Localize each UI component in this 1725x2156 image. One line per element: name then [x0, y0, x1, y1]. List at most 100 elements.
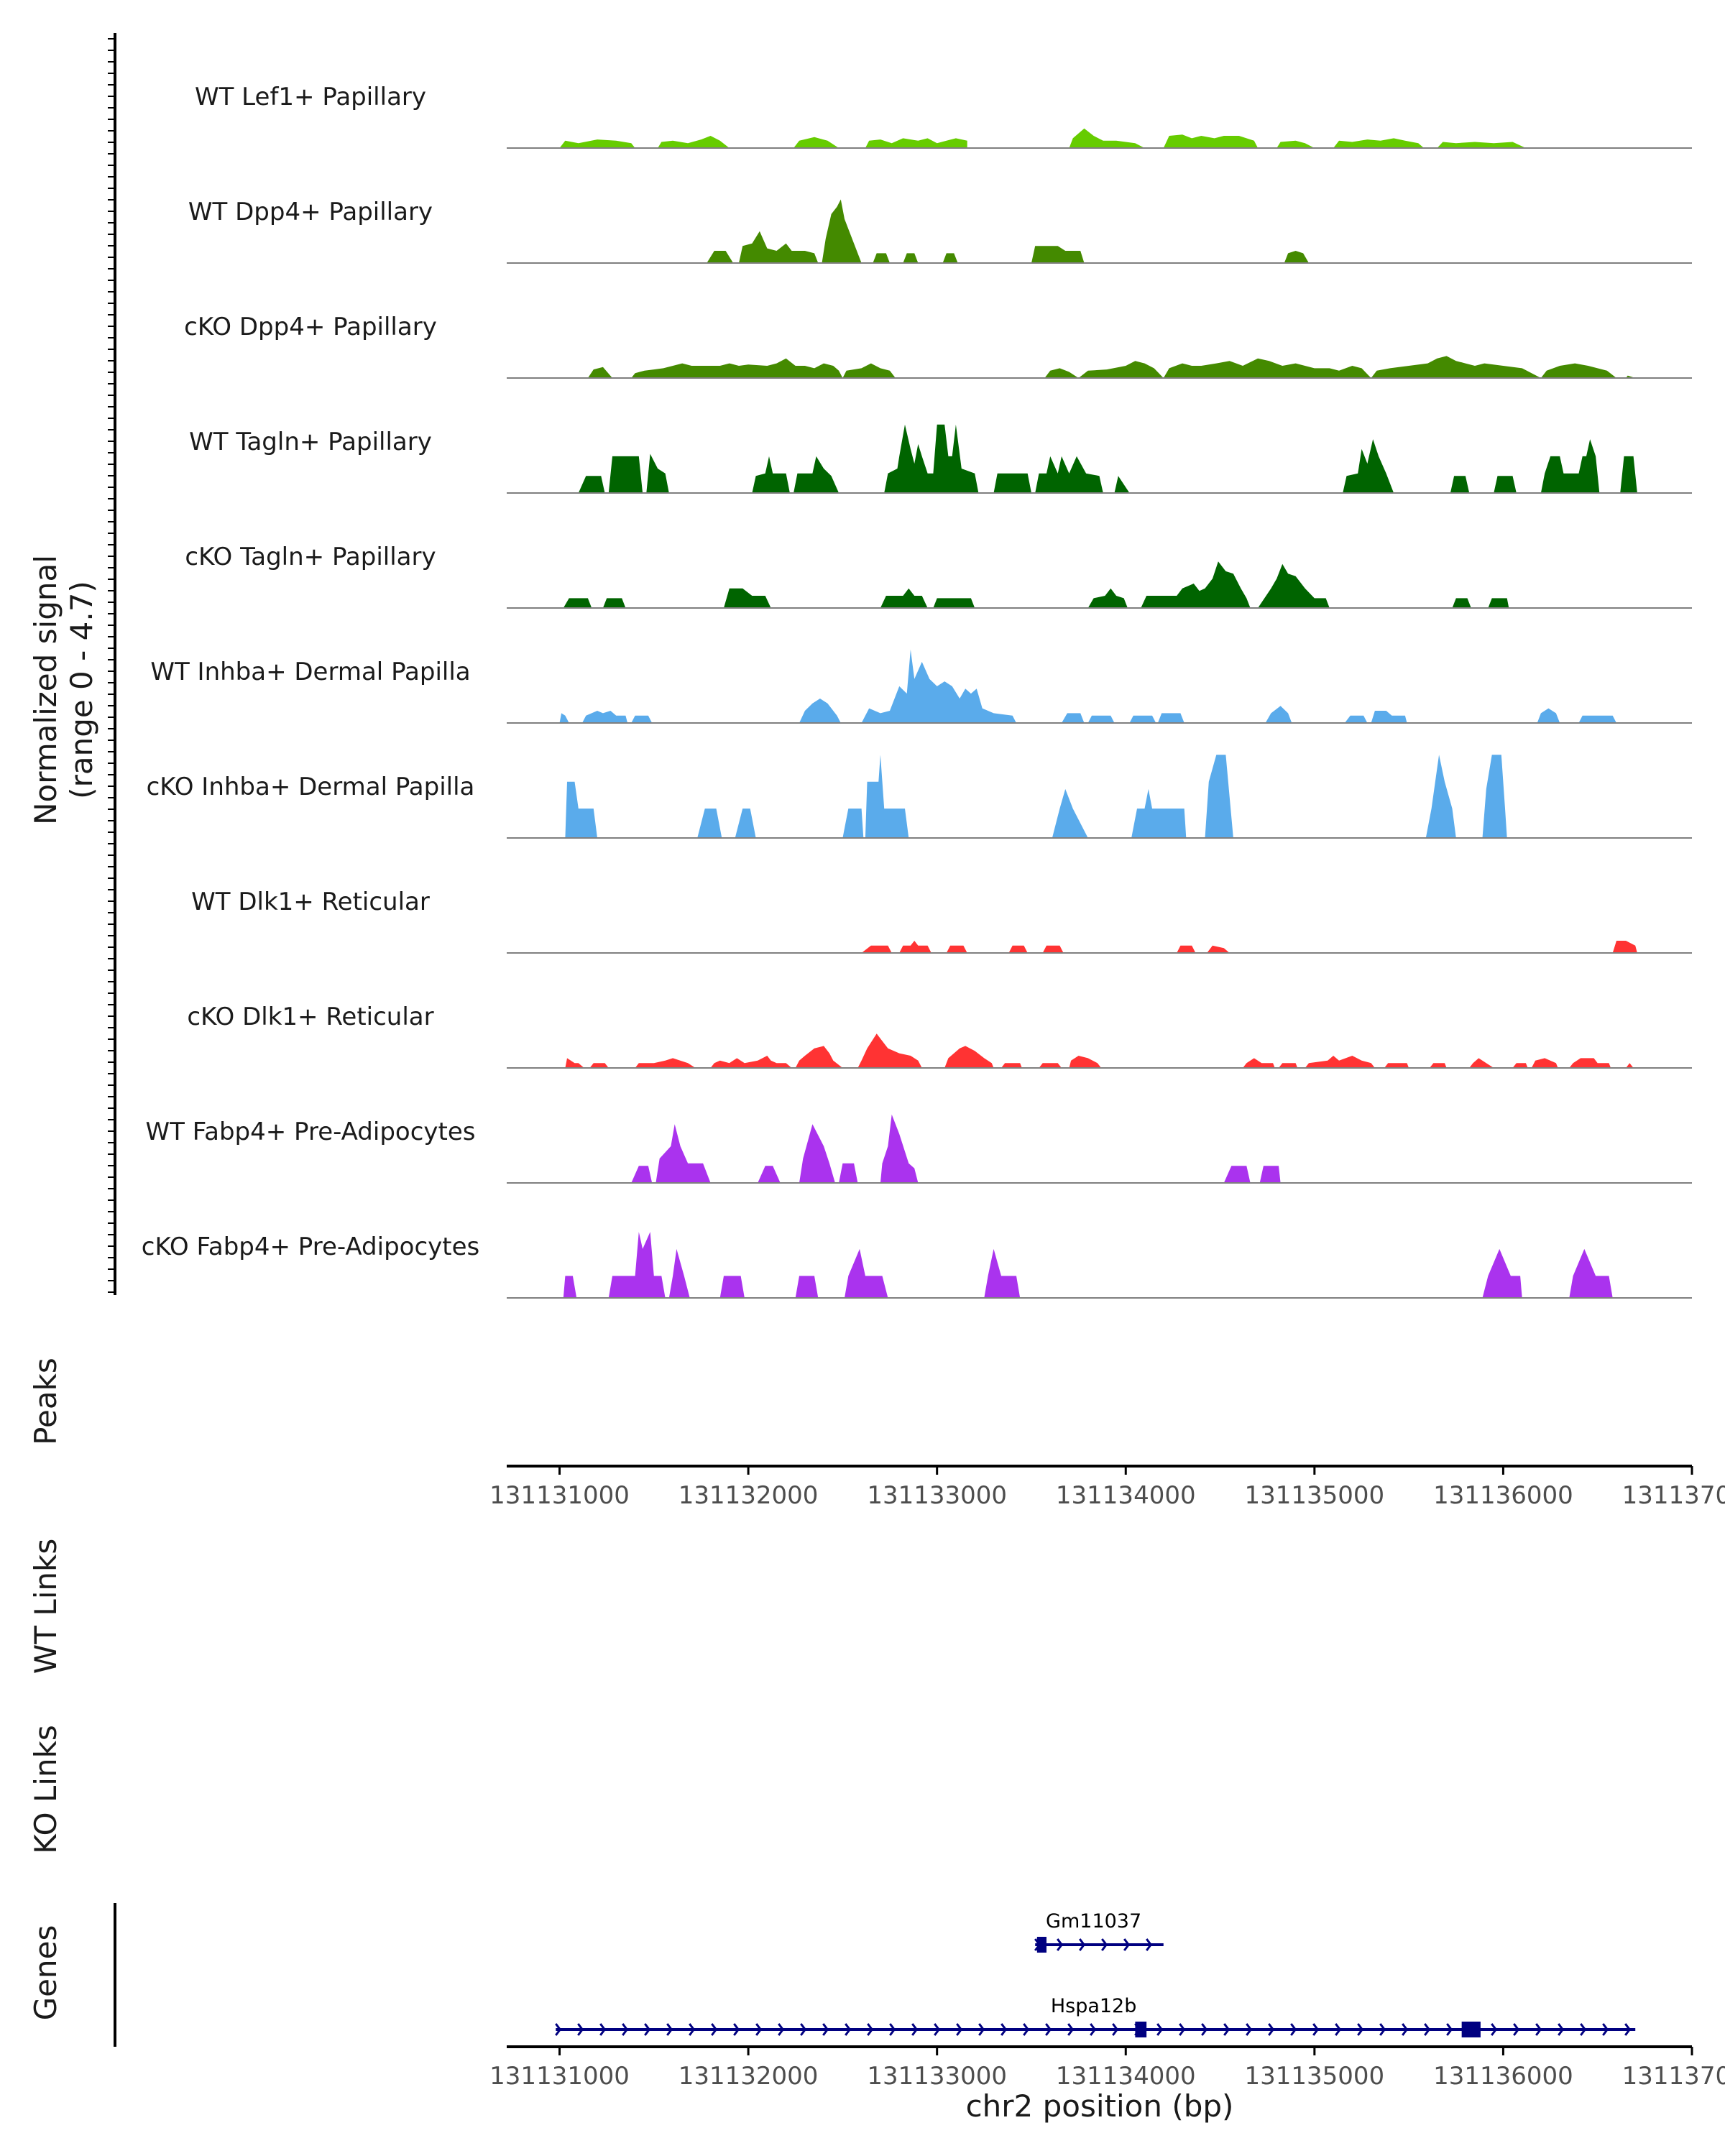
strand-arrow	[755, 2023, 763, 2036]
strand-arrow	[711, 2023, 718, 2036]
bottom-axis-tick-label: 131132000	[678, 2062, 819, 2091]
coverage-area	[578, 424, 1637, 493]
coverage-track: WT Tagln+ Papillary	[189, 424, 1692, 494]
strand-arrow	[1057, 1938, 1064, 1951]
gene-annotations: Gm11037 Hspa12b	[555, 1910, 1636, 2037]
strand-arrow	[1290, 2023, 1297, 2036]
bottom-axis-tick-label: 131136000	[1433, 2062, 1573, 2091]
coverage-track: WT Dlk1+ Reticular	[191, 888, 1692, 954]
strand-arrow	[1624, 2023, 1632, 2036]
strand-arrow	[1335, 2023, 1342, 2036]
track-label: cKO Tagln+ Papillary	[185, 543, 436, 571]
track-label: WT Fabp4+ Pre-Adipocytes	[146, 1118, 476, 1146]
genes-track-label: Genes	[28, 1925, 63, 2021]
exon	[1461, 2022, 1481, 2037]
gene-label: Hspa12b	[1051, 1995, 1137, 2017]
strand-arrow	[1446, 2023, 1453, 2036]
coverage-area	[563, 1232, 1613, 1298]
coverage-area	[559, 649, 1616, 723]
coverage-track: cKO Fabp4+ Pre-Adipocytes	[142, 1232, 1692, 1299]
coverage-area	[565, 1033, 1634, 1068]
strand-arrow	[577, 2023, 584, 2036]
strand-arrow	[1491, 2023, 1498, 2036]
bottom-axis-tick-label: 131133000	[867, 2062, 1007, 2091]
strand-arrow	[1379, 2023, 1386, 2036]
strand-arrow	[978, 2023, 985, 2036]
peaks-axis-tick-label: 131131000	[489, 1481, 630, 1510]
peaks-axis-tick-label: 131134000	[1056, 1481, 1196, 1510]
bottom-axis-tick-label: 131134000	[1056, 2062, 1196, 2091]
strand-arrow	[733, 2023, 740, 2036]
strand-arrow	[1000, 2023, 1008, 2036]
gene-model: Hspa12b	[555, 1995, 1636, 2037]
strand-arrow	[1079, 1938, 1086, 1951]
strand-arrow	[911, 2023, 919, 2036]
strand-arrow	[1123, 1938, 1131, 1951]
coverage-area	[563, 561, 1509, 608]
coverage-track: cKO Inhba+ Dermal Papilla	[147, 755, 1692, 839]
peaks-axis-tick-label: 131135000	[1244, 1481, 1384, 1510]
coverage-track: WT Lef1+ Papillary	[195, 83, 1692, 149]
track-label: cKO Inhba+ Dermal Papilla	[147, 773, 475, 801]
gene-label: Gm11037	[1046, 1910, 1141, 1932]
strand-arrow	[867, 2023, 874, 2036]
strand-arrow	[956, 2023, 963, 2036]
track-label: WT Dpp4+ Papillary	[188, 198, 433, 226]
coverage-area	[631, 1114, 1281, 1183]
exon	[1036, 1937, 1046, 1953]
strand-arrow	[689, 2023, 696, 2036]
bottom-axis-tick-label: 131135000	[1244, 2062, 1384, 2091]
strand-arrow	[1045, 2023, 1052, 2036]
track-label: WT Inhba+ Dermal Papilla	[150, 658, 470, 686]
strand-arrow	[1535, 2023, 1542, 2036]
coverage-area	[861, 941, 1637, 953]
gene-model: Gm11037	[1034, 1910, 1164, 1953]
coverage-track: cKO Dpp4+ Papillary	[184, 313, 1692, 379]
strand-arrow	[1357, 2023, 1364, 2036]
strand-arrow	[1246, 2023, 1253, 2036]
strand-arrow	[555, 2023, 562, 2036]
strand-arrow	[1580, 2023, 1587, 2036]
strand-arrow	[778, 2023, 785, 2036]
coverage-track: WT Fabp4+ Pre-Adipocytes	[146, 1114, 1692, 1184]
strand-arrow	[599, 2023, 607, 2036]
strand-arrow	[822, 2023, 829, 2036]
strand-arrow	[1090, 2023, 1097, 2036]
coverage-area	[559, 128, 1526, 148]
strand-arrow	[622, 2023, 629, 2036]
strand-arrow	[1402, 2023, 1409, 2036]
track-label: WT Dlk1+ Reticular	[191, 888, 430, 916]
strand-arrow	[644, 2023, 651, 2036]
peaks-axis-tick-label: 131136000	[1433, 1481, 1573, 1510]
strand-arrow	[800, 2023, 807, 2036]
wt-links-track-label: WT Links	[28, 1539, 63, 1674]
strand-arrow	[1268, 2023, 1275, 2036]
strand-arrow	[1558, 2023, 1565, 2036]
strand-arrow	[1146, 1938, 1153, 1951]
peaks-axis-ticks: 131131000 131132000 131133000 131134000 1311…	[489, 1466, 1725, 1510]
strand-arrow	[1101, 1938, 1108, 1951]
coverage-area	[565, 755, 1507, 838]
strand-arrow	[1602, 2023, 1609, 2036]
strand-arrow	[934, 2023, 941, 2036]
coverage-track: WT Inhba+ Dermal Papilla	[150, 649, 1692, 724]
y-axis-title: Normalized signal	[28, 555, 63, 825]
peaks-axis-tick-label: 131137000	[1622, 1481, 1725, 1510]
track-label: cKO Fabp4+ Pre-Adipocytes	[142, 1233, 480, 1261]
coverage-track: cKO Tagln+ Papillary	[185, 543, 1692, 609]
bottom-axis-tick-label: 131137000	[1622, 2062, 1725, 2091]
x-axis-title: chr2 position (bp)	[966, 2088, 1234, 2124]
track-label: cKO Dlk1+ Reticular	[187, 1003, 433, 1031]
bottom-axis-ticks: 131131000 131132000 131133000 131134000 1311…	[489, 2047, 1725, 2091]
strand-arrow	[1223, 2023, 1230, 2036]
peaks-axis-tick-label: 131133000	[867, 1481, 1007, 1510]
track-label: cKO Dpp4+ Papillary	[184, 313, 437, 341]
strand-arrow	[1201, 2023, 1208, 2036]
strand-arrow	[1112, 2023, 1119, 2036]
strand-arrow	[1156, 2023, 1164, 2036]
ko-links-track-label: KO Links	[28, 1725, 63, 1854]
strand-arrow	[889, 2023, 896, 2036]
y-axis-range: (range 0 - 4.7)	[64, 581, 99, 799]
strand-arrow	[1312, 2023, 1320, 2036]
